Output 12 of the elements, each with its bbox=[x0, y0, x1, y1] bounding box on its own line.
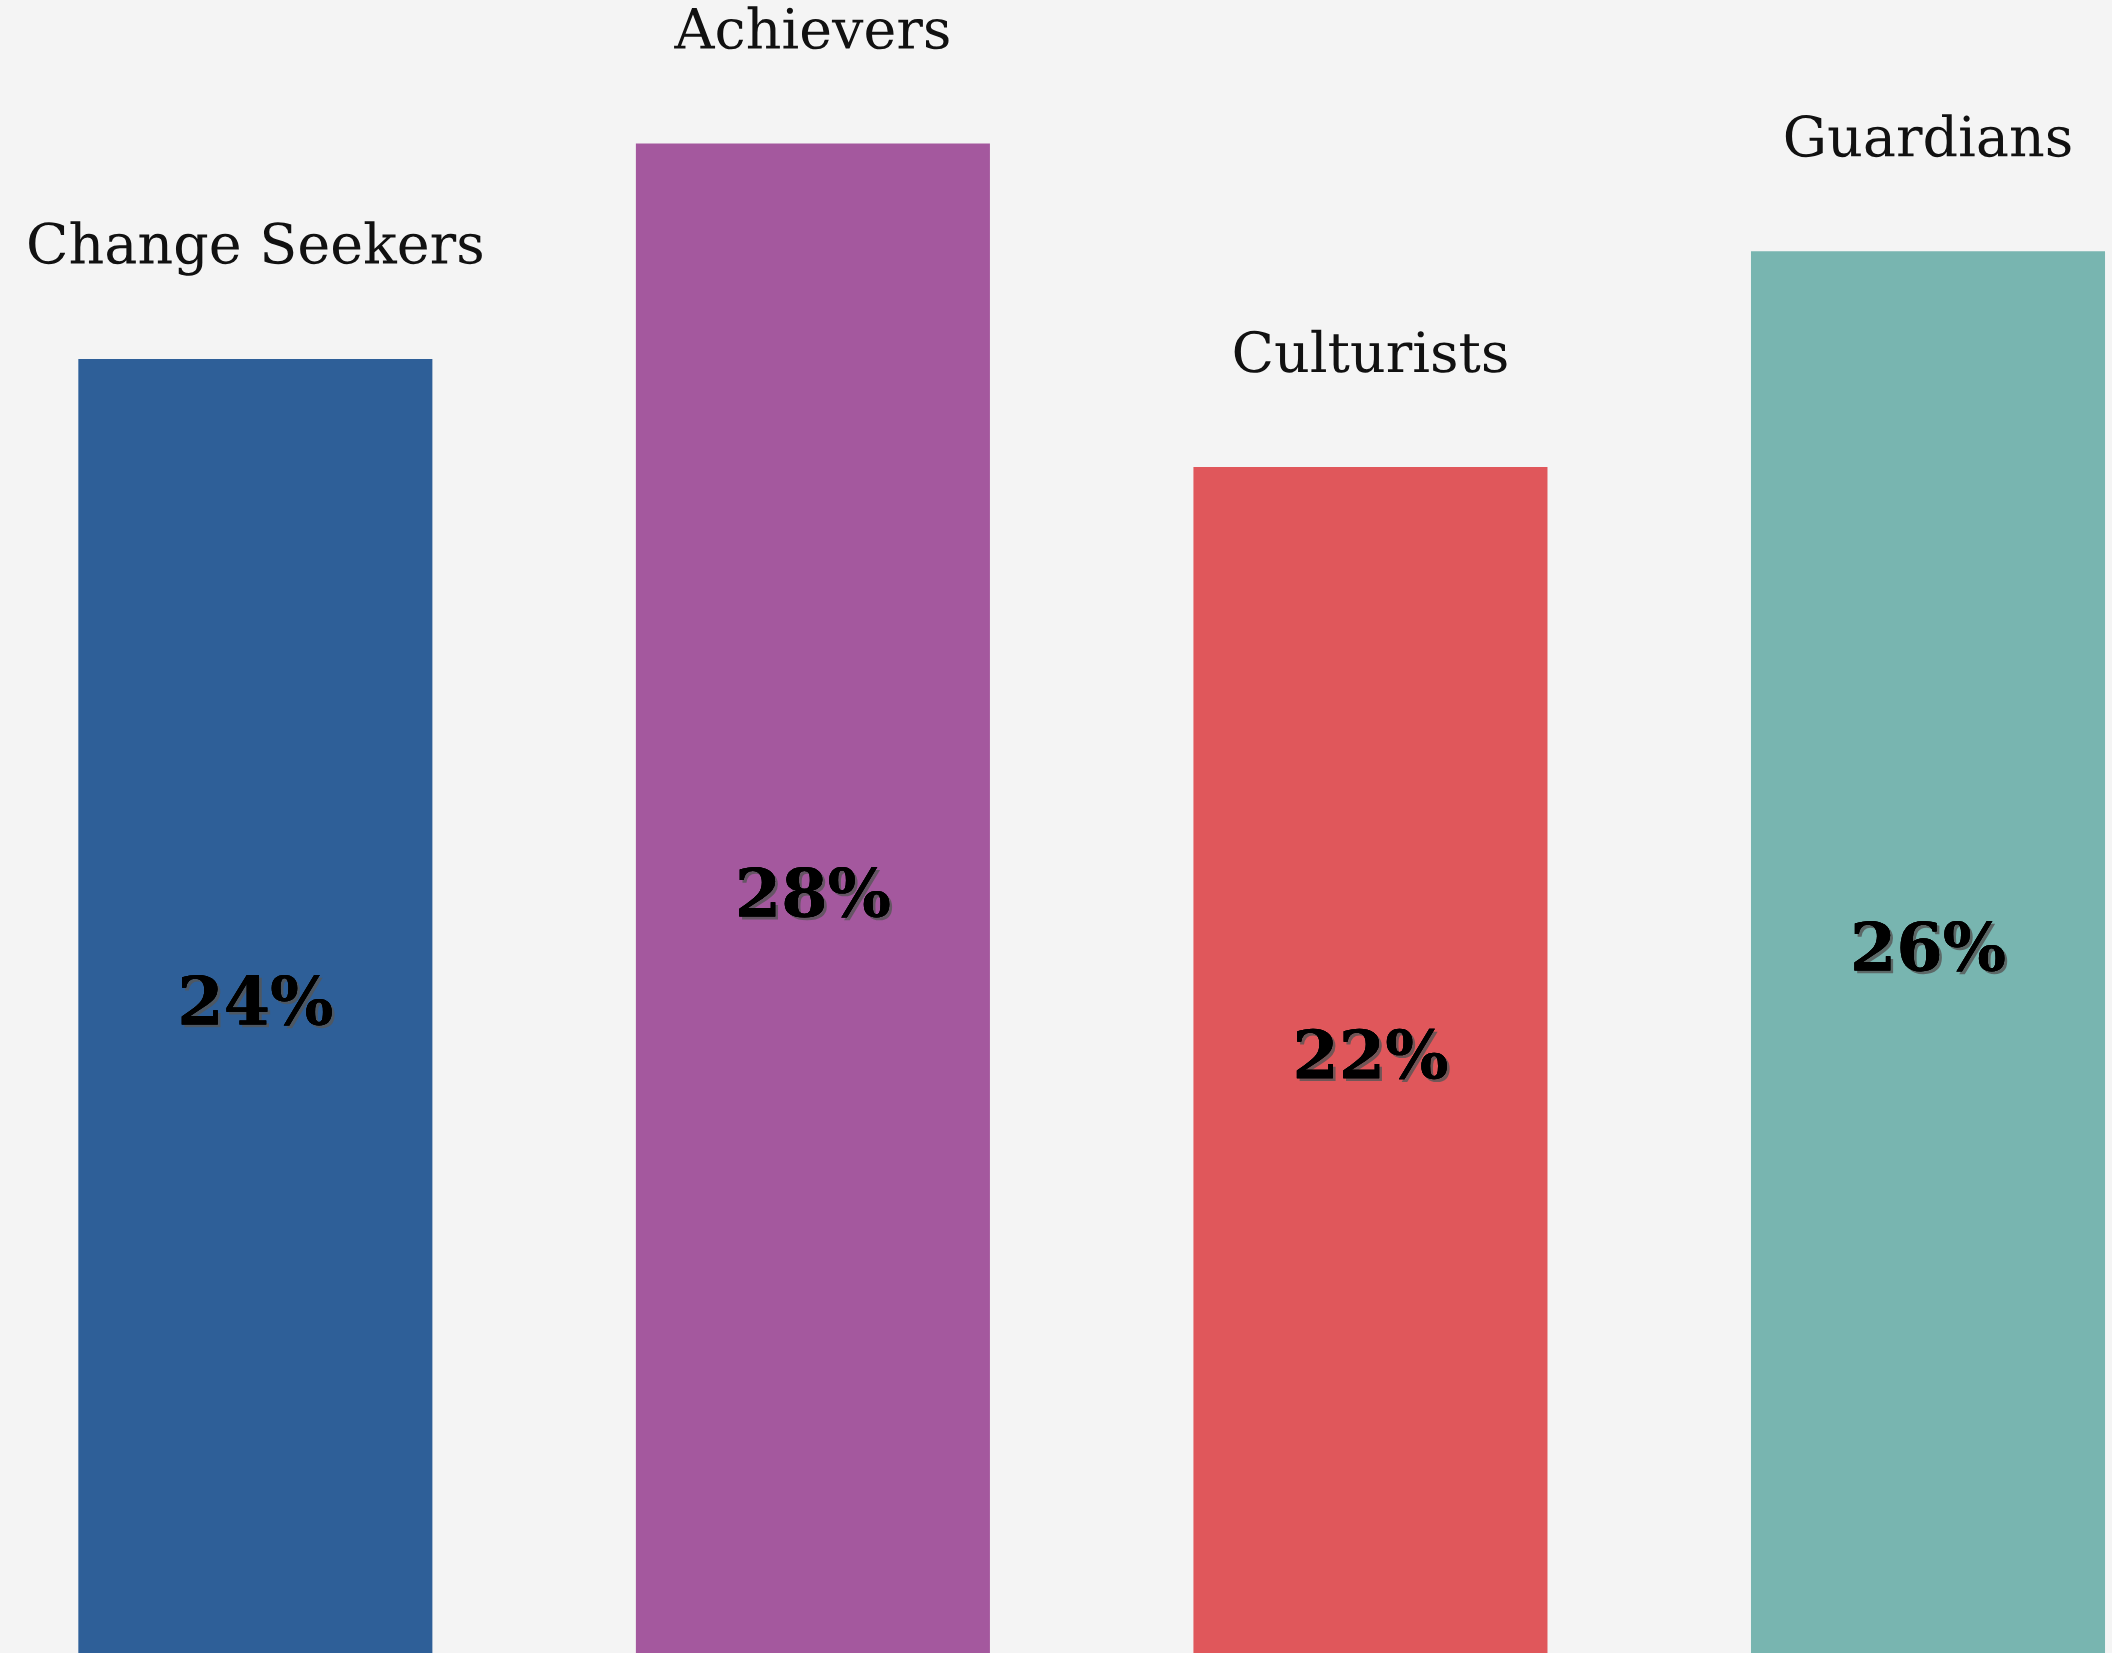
data-label: 22% bbox=[1296, 1028, 1450, 1083]
bar bbox=[635, 143, 990, 1653]
bar bbox=[78, 359, 433, 1653]
bar bbox=[1750, 251, 2106, 1653]
x-tick-label: Change Seekers bbox=[29, 221, 482, 276]
bar bbox=[1193, 466, 1548, 1653]
data-label: 28% bbox=[739, 867, 893, 921]
data-label: 26% bbox=[1854, 921, 2008, 975]
data-label: 24% bbox=[181, 974, 335, 1029]
x-tick-label: Achievers bbox=[674, 6, 949, 50]
x-tick-label: Culturists bbox=[1234, 329, 1507, 373]
x-tick-label: Guardians bbox=[1785, 114, 2071, 158]
